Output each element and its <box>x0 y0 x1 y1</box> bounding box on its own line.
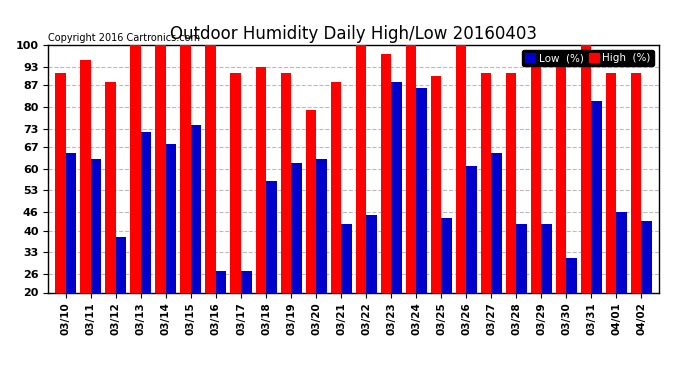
Bar <box>116 237 126 292</box>
Bar <box>281 73 291 292</box>
Bar <box>506 73 516 292</box>
Bar <box>631 73 642 292</box>
Bar <box>191 125 201 292</box>
Bar <box>181 45 191 292</box>
Bar <box>591 101 602 292</box>
Bar <box>130 45 141 292</box>
Bar <box>431 76 441 292</box>
Bar <box>80 60 91 292</box>
Bar <box>455 45 466 292</box>
Bar <box>531 60 542 292</box>
Bar <box>230 73 241 292</box>
Text: Copyright 2016 Cartronics.com: Copyright 2016 Cartronics.com <box>48 33 200 42</box>
Bar <box>355 45 366 292</box>
Bar <box>581 45 591 292</box>
Bar <box>266 181 277 292</box>
Bar <box>155 45 166 292</box>
Bar <box>441 218 452 292</box>
Bar <box>331 82 341 292</box>
Bar <box>466 166 477 292</box>
Bar <box>141 132 151 292</box>
Bar <box>556 60 566 292</box>
Bar <box>642 221 652 292</box>
Bar <box>616 212 627 292</box>
Bar <box>66 153 77 292</box>
Bar <box>291 163 302 292</box>
Title: Outdoor Humidity Daily High/Low 20160403: Outdoor Humidity Daily High/Low 20160403 <box>170 26 537 44</box>
Bar <box>55 73 66 292</box>
Bar <box>91 159 101 292</box>
Bar <box>306 110 316 292</box>
Bar <box>166 144 177 292</box>
Bar <box>106 82 116 292</box>
Bar <box>566 258 577 292</box>
Bar <box>255 67 266 292</box>
Bar <box>491 153 502 292</box>
Bar <box>341 224 352 292</box>
Legend: Low  (%), High  (%): Low (%), High (%) <box>522 50 653 66</box>
Bar <box>366 215 377 292</box>
Bar <box>542 224 552 292</box>
Bar <box>381 54 391 292</box>
Bar <box>516 224 526 292</box>
Bar <box>216 271 226 292</box>
Bar <box>481 73 491 292</box>
Bar <box>241 271 252 292</box>
Bar <box>606 73 616 292</box>
Bar <box>406 45 416 292</box>
Bar <box>391 82 402 292</box>
Bar <box>416 88 426 292</box>
Bar <box>316 159 326 292</box>
Bar <box>206 45 216 292</box>
